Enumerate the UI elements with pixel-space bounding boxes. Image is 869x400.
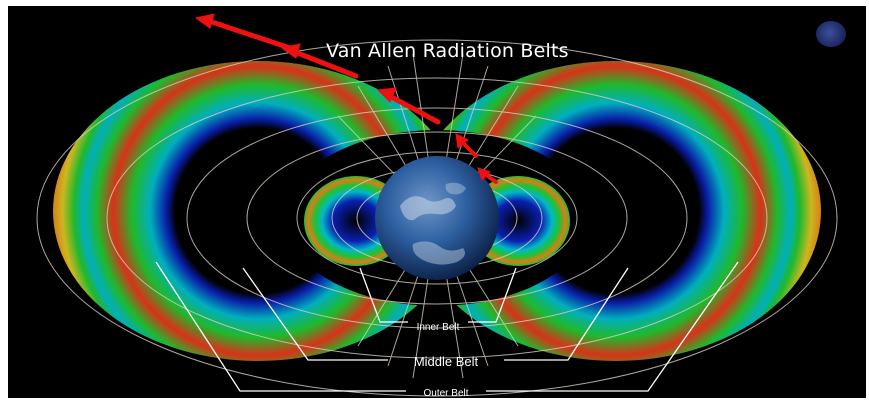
inner-belt-leader <box>359 267 408 323</box>
inner-belt-leader-right <box>468 267 517 323</box>
nasa-logo-icon <box>816 21 846 47</box>
middle-belt-label: Middle Belt <box>413 354 479 369</box>
outer-belt-leader-right <box>486 261 739 392</box>
outer-belt-leader <box>155 261 406 392</box>
outer-belt-label: Outer Belt <box>423 388 469 398</box>
belts-illustration <box>36 13 838 397</box>
diagram-title: Van Allen Radiation Belts <box>326 40 569 62</box>
inner-belt-label: Inner Belt <box>416 322 460 333</box>
earth-globe-icon <box>375 156 499 280</box>
middle-belt-leader-right <box>504 267 629 361</box>
middle-belt-leader <box>242 267 388 361</box>
diagram-canvas: Van Allen Radiation Belts Inner Belt Mid… <box>8 6 866 398</box>
leader-lines <box>155 261 739 392</box>
solar-wind-arrow-icon <box>194 13 498 184</box>
